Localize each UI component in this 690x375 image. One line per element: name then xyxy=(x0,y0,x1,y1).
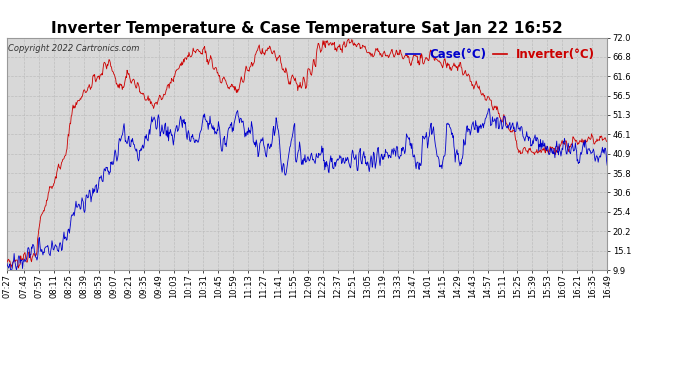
Legend: Case(°C), Inverter(°C): Case(°C), Inverter(°C) xyxy=(402,44,600,66)
Title: Inverter Temperature & Case Temperature Sat Jan 22 16:52: Inverter Temperature & Case Temperature … xyxy=(51,21,563,36)
Text: Copyright 2022 Cartronics.com: Copyright 2022 Cartronics.com xyxy=(8,45,139,54)
